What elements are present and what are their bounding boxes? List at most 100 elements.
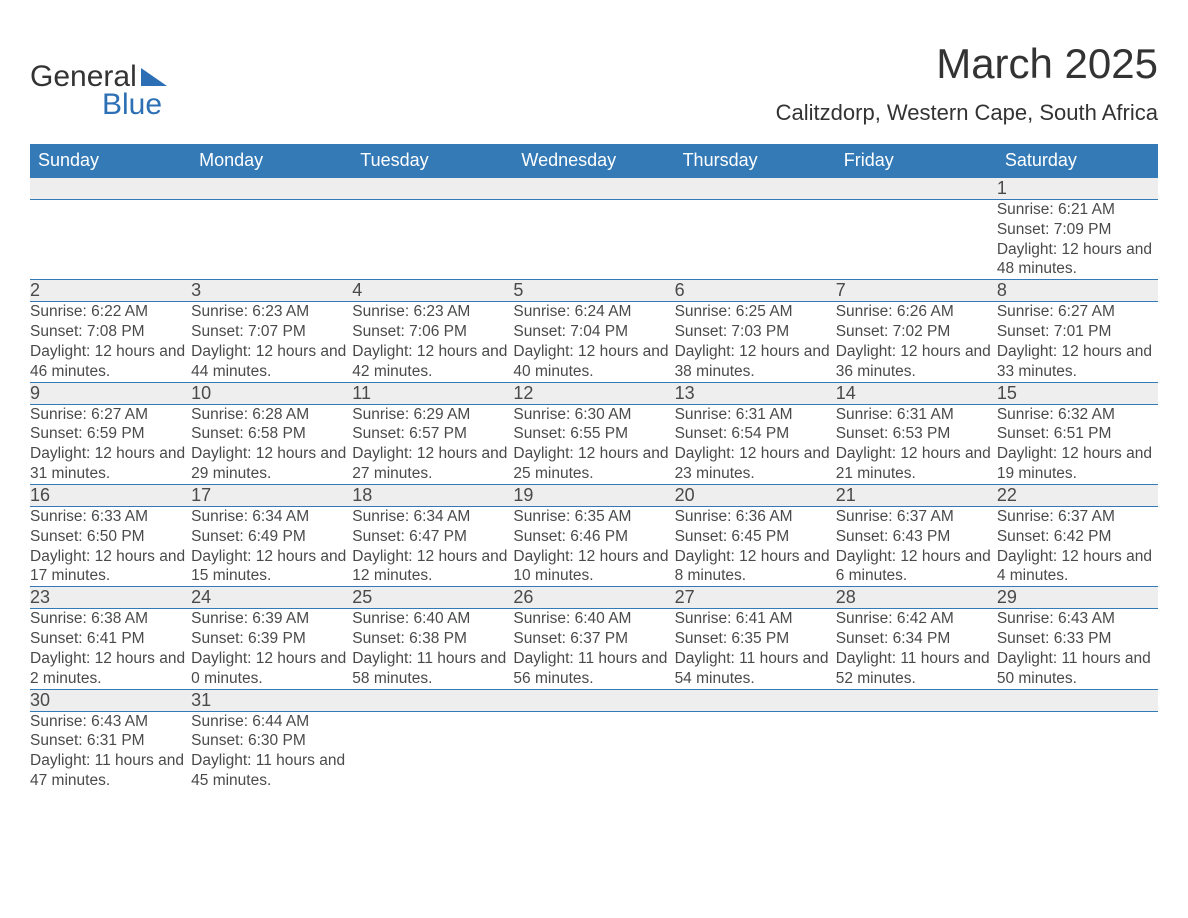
sunrise-line: Sunrise: 6:41 AM (675, 609, 836, 629)
day-number: 31 (191, 689, 352, 711)
sunrise-line: Sunrise: 6:34 AM (352, 507, 513, 527)
day-content: Sunrise: 6:43 AMSunset: 6:33 PMDaylight:… (997, 609, 1158, 689)
day-number: 18 (352, 484, 513, 506)
header: General Blue March 2025 Calitzdorp, West… (30, 40, 1158, 136)
day-number: 14 (836, 382, 997, 404)
sunset-line: Sunset: 7:03 PM (675, 322, 836, 342)
weekday-header: Tuesday (352, 144, 513, 178)
sunrise-line: Sunrise: 6:32 AM (997, 405, 1158, 425)
sunrise-line: Sunrise: 6:31 AM (675, 405, 836, 425)
sunrise-line: Sunrise: 6:38 AM (30, 609, 191, 629)
daynum-row: 9101112131415 (30, 382, 1158, 404)
day-content: Sunrise: 6:23 AMSunset: 7:06 PMDaylight:… (352, 302, 513, 382)
sunset-line: Sunset: 6:33 PM (997, 629, 1158, 649)
day-number: 3 (191, 280, 352, 302)
sunset-line: Sunset: 6:37 PM (513, 629, 674, 649)
daylight-line: Daylight: 12 hours and 44 minutes. (191, 342, 352, 382)
day-number: 5 (513, 280, 674, 302)
sunset-line: Sunset: 6:54 PM (675, 424, 836, 444)
daylight-line: Daylight: 11 hours and 56 minutes. (513, 649, 674, 689)
day-number: 22 (997, 484, 1158, 506)
day-content: Sunrise: 6:42 AMSunset: 6:34 PMDaylight:… (836, 609, 997, 689)
day-number: 28 (836, 587, 997, 609)
sunrise-line: Sunrise: 6:39 AM (191, 609, 352, 629)
sunset-line: Sunset: 6:59 PM (30, 424, 191, 444)
day-number: 12 (513, 382, 674, 404)
sunset-line: Sunset: 7:09 PM (997, 220, 1158, 240)
day-content: Sunrise: 6:40 AMSunset: 6:38 PMDaylight:… (352, 609, 513, 689)
day-number: 26 (513, 587, 674, 609)
sunset-line: Sunset: 7:07 PM (191, 322, 352, 342)
sunrise-line: Sunrise: 6:40 AM (352, 609, 513, 629)
sunset-line: Sunset: 6:39 PM (191, 629, 352, 649)
sunset-line: Sunset: 6:38 PM (352, 629, 513, 649)
daylight-line: Daylight: 11 hours and 52 minutes. (836, 649, 997, 689)
sunset-line: Sunset: 6:30 PM (191, 731, 352, 751)
daylight-line: Daylight: 12 hours and 40 minutes. (513, 342, 674, 382)
day-content: Sunrise: 6:43 AMSunset: 6:31 PMDaylight:… (30, 711, 191, 791)
empty-cell (513, 711, 674, 791)
sunset-line: Sunset: 6:34 PM (836, 629, 997, 649)
sunrise-line: Sunrise: 6:37 AM (836, 507, 997, 527)
day-number: 27 (675, 587, 836, 609)
day-number: 6 (675, 280, 836, 302)
day-content: Sunrise: 6:35 AMSunset: 6:46 PMDaylight:… (513, 506, 674, 586)
day-content: Sunrise: 6:32 AMSunset: 6:51 PMDaylight:… (997, 404, 1158, 484)
daylight-line: Daylight: 12 hours and 15 minutes. (191, 547, 352, 587)
day-content: Sunrise: 6:34 AMSunset: 6:47 PMDaylight:… (352, 506, 513, 586)
daynum-row: 1 (30, 178, 1158, 200)
daylight-line: Daylight: 12 hours and 19 minutes. (997, 444, 1158, 484)
sunrise-line: Sunrise: 6:30 AM (513, 405, 674, 425)
logo-triangle-icon (141, 68, 167, 86)
sunrise-line: Sunrise: 6:23 AM (352, 302, 513, 322)
calendar-table: SundayMondayTuesdayWednesdayThursdayFrid… (30, 144, 1158, 791)
empty-cell (675, 178, 836, 200)
day-content: Sunrise: 6:37 AMSunset: 6:43 PMDaylight:… (836, 506, 997, 586)
empty-cell (513, 200, 674, 280)
day-number: 1 (997, 178, 1158, 200)
empty-cell (836, 178, 997, 200)
daynum-row: 2345678 (30, 280, 1158, 302)
sunset-line: Sunset: 6:50 PM (30, 527, 191, 547)
sunset-line: Sunset: 6:58 PM (191, 424, 352, 444)
sunrise-line: Sunrise: 6:43 AM (997, 609, 1158, 629)
day-number: 11 (352, 382, 513, 404)
sunset-line: Sunset: 6:55 PM (513, 424, 674, 444)
weekday-header: Thursday (675, 144, 836, 178)
empty-cell (836, 200, 997, 280)
sunset-line: Sunset: 6:46 PM (513, 527, 674, 547)
sunrise-line: Sunrise: 6:25 AM (675, 302, 836, 322)
sunset-line: Sunset: 6:31 PM (30, 731, 191, 751)
sunset-line: Sunset: 7:02 PM (836, 322, 997, 342)
sunrise-line: Sunrise: 6:28 AM (191, 405, 352, 425)
daynum-row: 3031 (30, 689, 1158, 711)
daylight-line: Daylight: 11 hours and 47 minutes. (30, 751, 191, 791)
day-number: 21 (836, 484, 997, 506)
empty-cell (675, 200, 836, 280)
day-content: Sunrise: 6:36 AMSunset: 6:45 PMDaylight:… (675, 506, 836, 586)
daylight-line: Daylight: 11 hours and 50 minutes. (997, 649, 1158, 689)
day-content: Sunrise: 6:26 AMSunset: 7:02 PMDaylight:… (836, 302, 997, 382)
content-row: Sunrise: 6:27 AMSunset: 6:59 PMDaylight:… (30, 404, 1158, 484)
daylight-line: Daylight: 12 hours and 27 minutes. (352, 444, 513, 484)
empty-cell (836, 689, 997, 711)
empty-cell (836, 711, 997, 791)
sunset-line: Sunset: 6:51 PM (997, 424, 1158, 444)
day-number: 7 (836, 280, 997, 302)
content-row: Sunrise: 6:21 AMSunset: 7:09 PMDaylight:… (30, 200, 1158, 280)
daynum-row: 23242526272829 (30, 587, 1158, 609)
sunset-line: Sunset: 6:43 PM (836, 527, 997, 547)
sunrise-line: Sunrise: 6:26 AM (836, 302, 997, 322)
daylight-line: Daylight: 12 hours and 29 minutes. (191, 444, 352, 484)
weekday-header: Saturday (997, 144, 1158, 178)
weekday-header-row: SundayMondayTuesdayWednesdayThursdayFrid… (30, 144, 1158, 178)
empty-cell (30, 178, 191, 200)
sunrise-line: Sunrise: 6:23 AM (191, 302, 352, 322)
daylight-line: Daylight: 12 hours and 31 minutes. (30, 444, 191, 484)
daylight-line: Daylight: 12 hours and 38 minutes. (675, 342, 836, 382)
daylight-line: Daylight: 12 hours and 17 minutes. (30, 547, 191, 587)
daylight-line: Daylight: 12 hours and 21 minutes. (836, 444, 997, 484)
sunset-line: Sunset: 6:41 PM (30, 629, 191, 649)
month-title: March 2025 (776, 40, 1158, 88)
day-number: 29 (997, 587, 1158, 609)
